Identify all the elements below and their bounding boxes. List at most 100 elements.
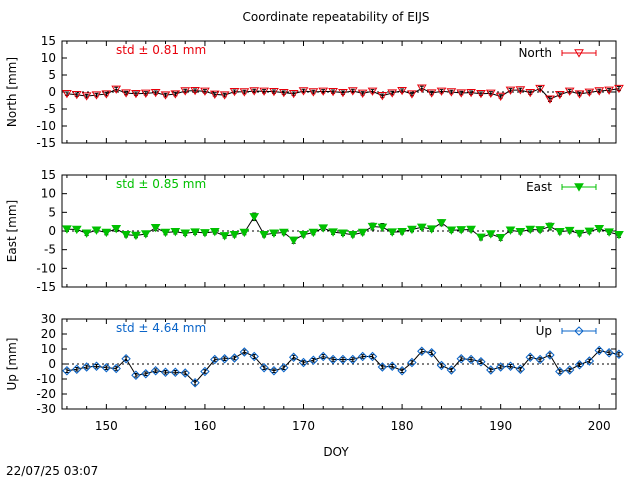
data-point: [219, 354, 230, 364]
data-point: [180, 229, 191, 238]
data-point: [387, 361, 397, 371]
y-tick-label: 5: [48, 205, 56, 219]
data-point: [278, 228, 289, 238]
data-point: [564, 365, 575, 375]
data-point: [239, 228, 250, 238]
x-tick-label: 200: [588, 419, 611, 433]
data-point: [318, 87, 329, 96]
data-point: [150, 88, 161, 98]
data-point: [614, 84, 624, 94]
data-point: [338, 88, 348, 98]
data-point: [131, 231, 141, 241]
data-point: [426, 225, 437, 234]
data-point: [150, 366, 161, 376]
data-point: [249, 87, 260, 96]
data-point: [229, 231, 240, 240]
data-point: [160, 228, 171, 238]
data-point: [160, 91, 171, 100]
data-point: [574, 229, 585, 239]
y-tick-label: 5: [48, 68, 56, 82]
data-point: [545, 95, 555, 104]
data-point: [308, 88, 319, 97]
data-point: [564, 226, 575, 236]
data-point: [397, 86, 407, 96]
data-point: [328, 87, 338, 97]
data-point: [407, 357, 417, 368]
y-tick-label: -10: [36, 261, 56, 275]
data-point: [131, 370, 141, 380]
data-point: [141, 369, 151, 379]
data-point: [436, 360, 447, 371]
data-point: [614, 349, 624, 359]
panel-1: -15 -10 -5 0 5 10 15 North [mm] std ± 0.81 mm Nor…: [5, 34, 624, 150]
x-tick-label: 150: [95, 419, 118, 433]
legend-marker: [574, 183, 584, 192]
y-tick-label: 0: [48, 224, 56, 238]
data-point: [407, 225, 417, 235]
data-point: [495, 362, 506, 372]
data-point: [131, 90, 141, 99]
data-point: [367, 351, 378, 362]
data-point: [564, 87, 575, 96]
data-point: [210, 354, 220, 365]
data-point: [545, 222, 555, 232]
data-point: [269, 229, 279, 238]
data-point: [554, 91, 565, 100]
data-point: [298, 357, 309, 368]
data-point: [91, 91, 102, 100]
y-tick-label: -15: [36, 136, 56, 150]
panel-2: -15 -10 -5 0 5 10 15 East [mm] std ± 0.85 mm East: [5, 168, 624, 294]
data-point: [209, 90, 220, 99]
data-point: [62, 225, 72, 234]
data-point: [426, 89, 437, 98]
y-tick-label: -10: [36, 372, 56, 386]
data-point: [555, 366, 565, 377]
data-point: [71, 225, 82, 235]
data-point: [111, 363, 121, 374]
data-point: [269, 87, 279, 97]
data-point: [338, 354, 348, 365]
legend-label: Up: [536, 324, 552, 338]
data-point: [525, 352, 535, 362]
y-axis-title: North [mm]: [5, 57, 19, 127]
data-point: [219, 91, 230, 100]
data-point: [81, 229, 92, 238]
legend-marker: [574, 326, 584, 336]
data-point: [594, 225, 605, 234]
y-tick-label: 15: [41, 168, 56, 182]
data-point: [357, 89, 368, 98]
y-tick-label: -20: [36, 387, 56, 401]
y-tick-label: 10: [41, 51, 56, 65]
data-point: [298, 231, 309, 240]
data-point: [486, 365, 496, 375]
y-tick-label: 0: [48, 85, 56, 99]
data-point: [594, 87, 605, 96]
y-tick-label: -5: [44, 243, 56, 257]
y-tick-label: -15: [36, 280, 56, 294]
data-point: [495, 234, 506, 243]
data-point: [416, 84, 427, 93]
data-point: [328, 228, 338, 237]
data-point: [190, 378, 200, 388]
data-point: [367, 87, 378, 96]
data-point: [200, 87, 210, 96]
data-point: [121, 354, 131, 364]
data-point: [209, 228, 220, 237]
data-point: [101, 228, 112, 238]
data-point: [81, 362, 92, 372]
panels: -15 -10 -5 0 5 10 15 North [mm] std ± 0.81 mm Nor…: [5, 34, 624, 433]
data-point: [574, 360, 585, 370]
data-point: [288, 236, 299, 245]
data-point: [584, 356, 595, 366]
data-point: [308, 228, 319, 238]
data-point: [288, 90, 299, 99]
data-point: [318, 224, 329, 233]
data-point: [476, 233, 486, 242]
data-point: [170, 228, 181, 237]
data-point: [574, 90, 585, 99]
data-point: [515, 86, 526, 95]
data-point: [466, 88, 476, 98]
std-annotation: std ± 4.64 mm: [116, 321, 206, 335]
data-point: [357, 228, 368, 238]
